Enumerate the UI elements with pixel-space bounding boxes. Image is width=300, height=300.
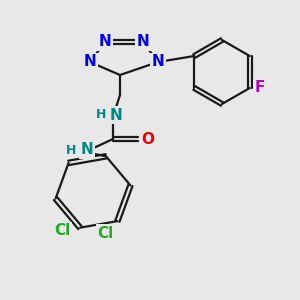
- Text: N: N: [99, 34, 111, 50]
- Text: N: N: [136, 34, 149, 50]
- Text: H: H: [66, 143, 76, 157]
- Text: N: N: [110, 107, 122, 122]
- Text: O: O: [142, 131, 154, 146]
- Text: Cl: Cl: [54, 223, 70, 238]
- Text: F: F: [254, 80, 265, 95]
- Text: N: N: [81, 142, 93, 158]
- Text: H: H: [96, 109, 106, 122]
- Text: Cl: Cl: [97, 226, 114, 241]
- Text: N: N: [84, 55, 96, 70]
- Text: N: N: [152, 55, 164, 70]
